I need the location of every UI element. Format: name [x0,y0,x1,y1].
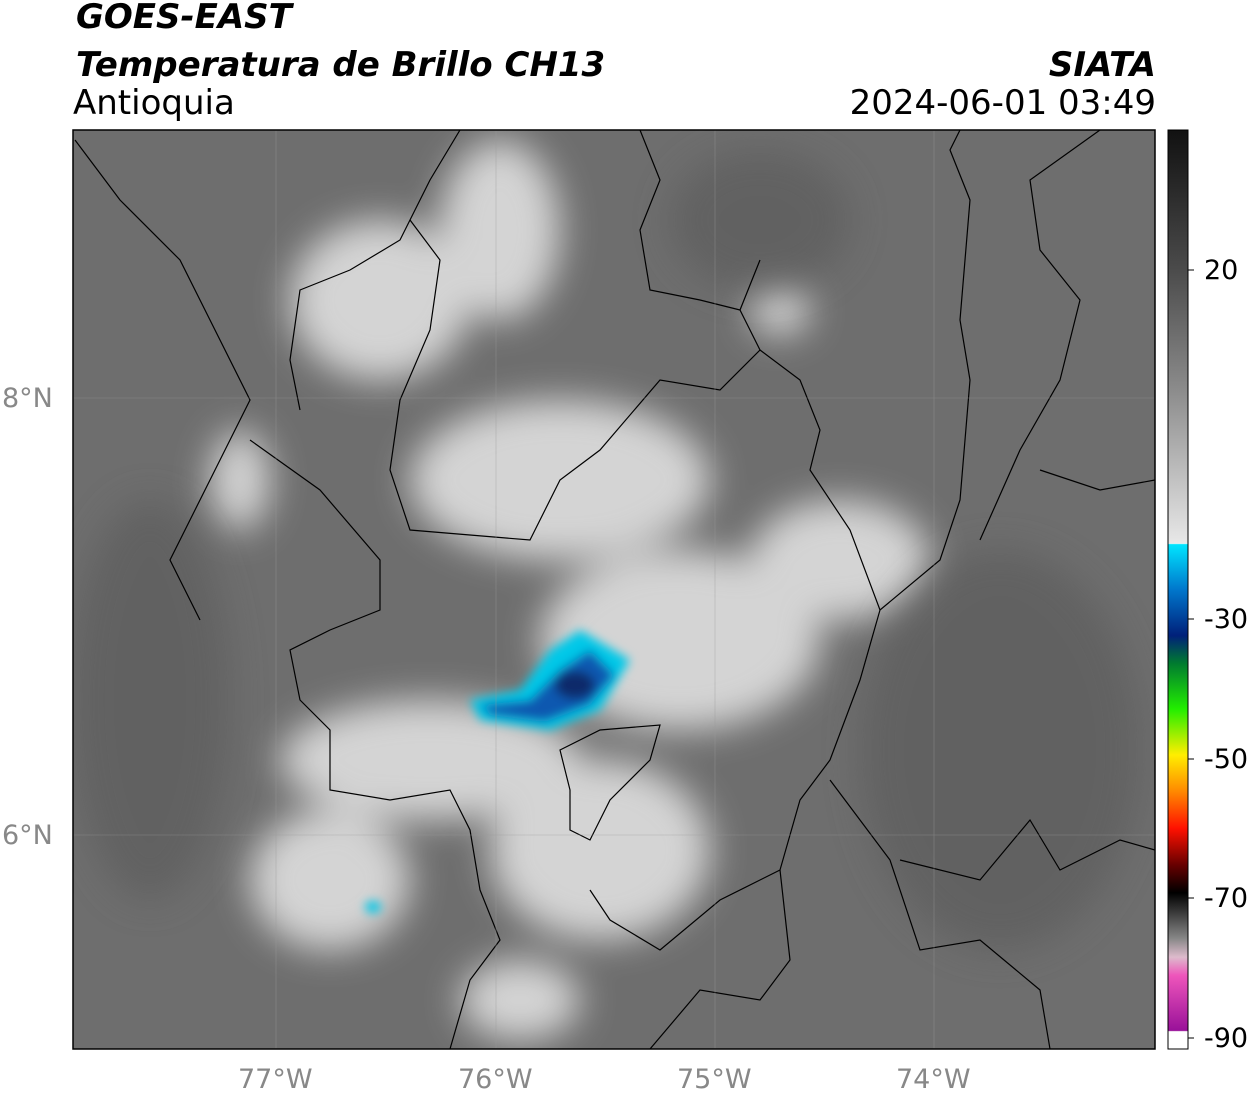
region: Antioquia [73,83,235,123]
lon-tick-label: 76°W [458,1064,533,1095]
timestamp: 2024-06-01 03:49 [849,83,1156,123]
lon-tick-label: 75°W [677,1064,752,1095]
title: GOES-EAST [76,0,292,37]
colorbar-tick-label: -50 [1204,744,1249,775]
colorbar-tick-label: -90 [1204,1023,1249,1054]
colorbar [1167,129,1189,1050]
map-frame [72,129,1156,1050]
lon-tick-label: 74°W [896,1064,971,1095]
lon-tick-label: 77°W [238,1064,313,1095]
lat-tick-label: 6°N [2,820,53,851]
borders [74,130,1155,1049]
lat-tick-label: 8°N [2,383,53,414]
source: SIATA [1048,45,1156,85]
colorbar-tick-label: 20 [1204,255,1239,286]
colorbar-tick-label: -30 [1204,604,1249,635]
colorbar-ticks [1188,269,1194,1039]
satellite-image [73,130,1155,1049]
graticule [73,130,1155,1049]
subtitle: Temperatura de Brillo CH13 [76,45,606,85]
colorbar-tick-label: -70 [1204,883,1249,914]
cold-cloud-tops [365,630,630,913]
